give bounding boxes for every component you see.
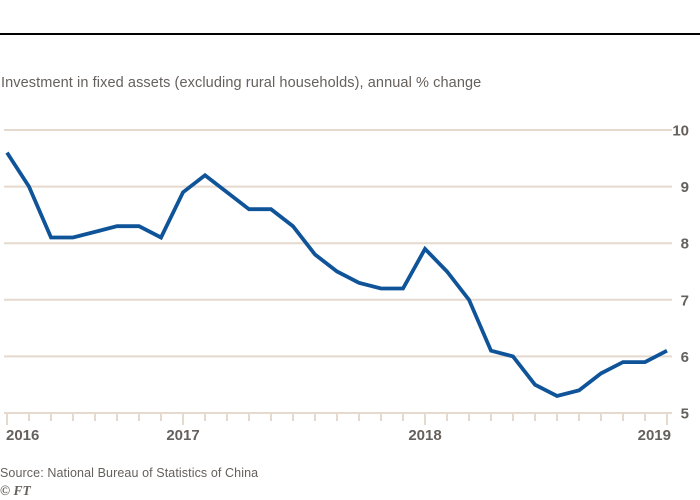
source-note: Source: National Bureau of Statistics of… (0, 466, 259, 480)
x-axis-labels: 2016 2017 2018 2019 (6, 427, 671, 444)
chart-title: Investment in fixed assets (excluding ru… (1, 75, 482, 91)
y-axis-labels: 10 9 8 7 6 5 (672, 123, 689, 423)
data-line (5, 151, 668, 399)
y-tick-label: 9 (681, 179, 689, 196)
y-tick-label: 6 (681, 349, 689, 366)
x-year-label: 2016 (6, 427, 39, 444)
x-year-label: 2018 (408, 427, 441, 444)
x-axis (6, 414, 668, 425)
y-tick-label: 8 (681, 236, 689, 253)
series-investment-line (5, 151, 668, 399)
y-tick-label: 5 (681, 406, 689, 423)
y-tick-label: 7 (681, 292, 689, 309)
ft-credit: © FT (0, 483, 31, 498)
x-year-label: 2017 (166, 427, 199, 444)
gridlines (4, 129, 672, 414)
y-tick-label: 10 (672, 123, 689, 140)
top-rule (0, 33, 700, 35)
x-year-label: 2019 (638, 427, 671, 444)
